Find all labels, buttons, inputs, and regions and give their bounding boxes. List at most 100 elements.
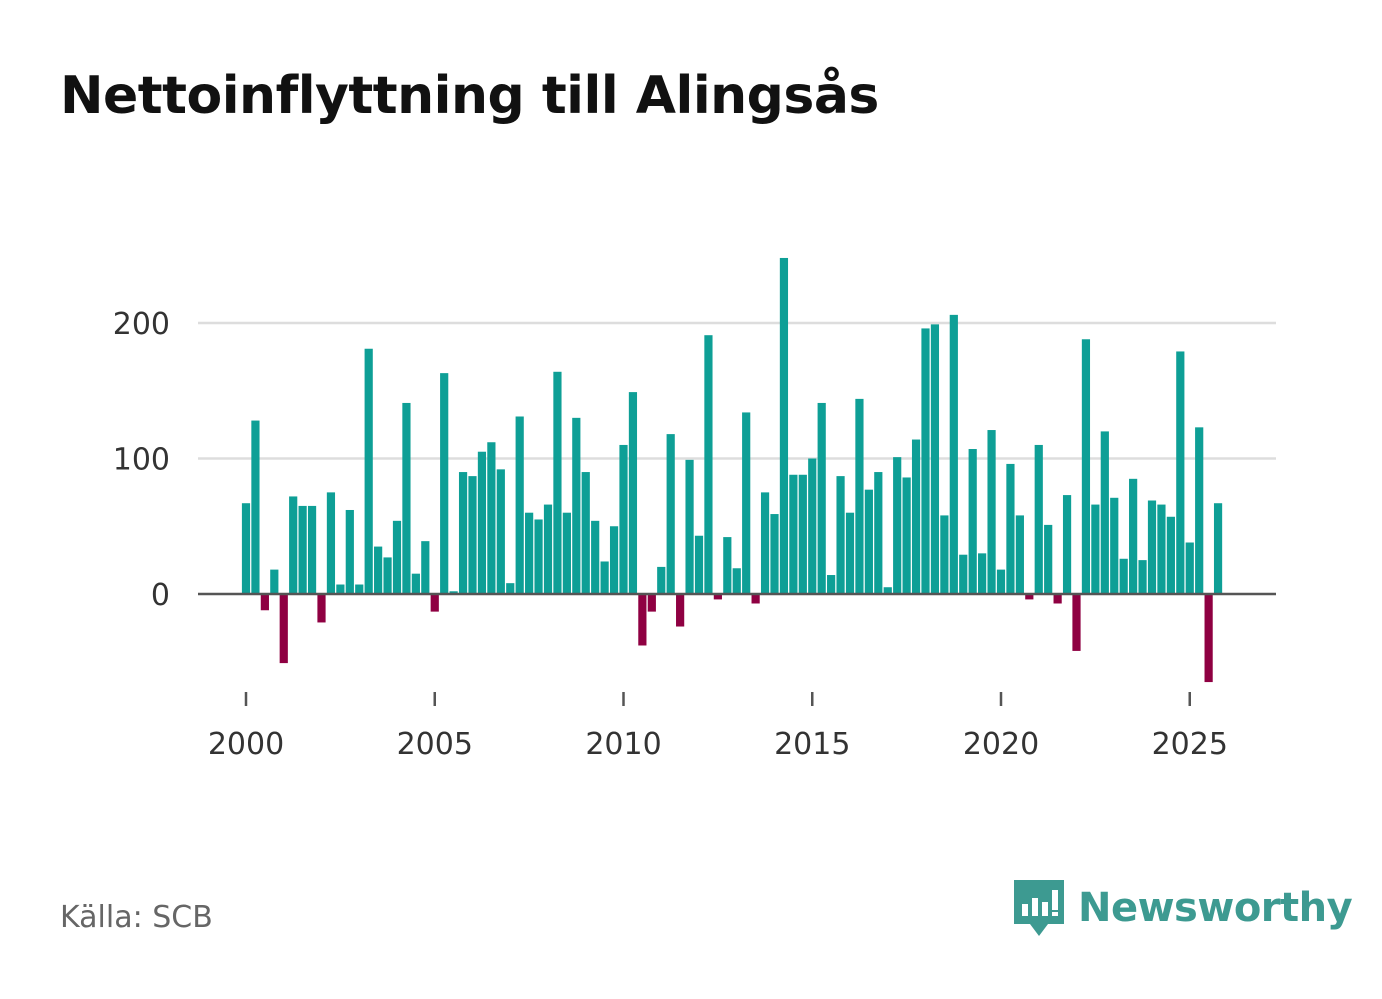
bar xyxy=(713,594,722,600)
bar xyxy=(789,474,798,594)
bar xyxy=(1119,558,1128,594)
bar xyxy=(930,324,940,594)
bar xyxy=(392,520,402,594)
bar xyxy=(1185,542,1194,594)
brand-name: Newsworthy xyxy=(1078,885,1353,931)
bar xyxy=(770,514,779,594)
gridlines xyxy=(198,321,1276,460)
bar xyxy=(543,504,553,594)
x-tick-label: 2010 xyxy=(585,727,661,762)
bar xyxy=(374,546,383,594)
bar xyxy=(317,594,326,623)
bar xyxy=(383,557,392,594)
x-tick-label: 2015 xyxy=(774,727,850,762)
chart-title: Nettoinflyttning till Alingsås xyxy=(60,66,879,126)
bar xyxy=(525,512,534,594)
x-tick-label: 2020 xyxy=(963,727,1039,762)
bar xyxy=(364,348,373,594)
bar xyxy=(1053,594,1062,604)
y-tick-label: 200 xyxy=(113,307,170,342)
bar xyxy=(1100,431,1109,594)
bar xyxy=(355,584,364,594)
bar xyxy=(477,451,487,594)
bar xyxy=(581,472,590,594)
bar xyxy=(487,442,496,594)
bar xyxy=(458,472,468,594)
bar xyxy=(827,575,836,594)
bar xyxy=(600,561,609,594)
newsworthy-logo-icon xyxy=(1014,880,1064,936)
bar xyxy=(402,402,411,594)
x-tick-label: 2000 xyxy=(208,727,284,762)
bar xyxy=(1157,504,1166,594)
bar xyxy=(1213,503,1223,594)
bar xyxy=(572,417,581,594)
bar xyxy=(987,430,996,594)
bar xyxy=(798,474,807,594)
bar xyxy=(553,371,562,594)
bar xyxy=(836,476,845,594)
brand-logo[interactable]: Newsworthy xyxy=(1010,876,1353,940)
bar xyxy=(289,496,298,594)
bar xyxy=(270,569,279,594)
bar xyxy=(742,412,751,594)
bar xyxy=(666,434,675,594)
bar xyxy=(1006,463,1015,594)
bar xyxy=(251,420,260,594)
bar xyxy=(968,449,977,594)
bar xyxy=(732,568,741,594)
bar xyxy=(751,594,760,604)
bar xyxy=(996,569,1006,594)
bar xyxy=(468,476,477,594)
bar xyxy=(591,520,600,594)
bar xyxy=(430,594,439,612)
bar xyxy=(1015,515,1024,594)
bar xyxy=(1062,495,1072,594)
bar xyxy=(864,489,873,594)
bar xyxy=(279,594,288,664)
x-tick-label: 2005 xyxy=(397,727,473,762)
y-tick-label: 0 xyxy=(151,578,170,613)
bar xyxy=(1081,339,1091,594)
bar xyxy=(326,492,336,594)
bar xyxy=(883,587,892,594)
bar xyxy=(893,457,902,594)
axes: 0 100 200 2000 2005 2010 2015 2020 2025 xyxy=(113,307,1276,762)
bar xyxy=(619,444,628,594)
bar xyxy=(1176,351,1185,594)
bar xyxy=(496,469,505,594)
bar xyxy=(449,591,458,594)
bar xyxy=(902,477,911,594)
bar xyxy=(855,398,864,594)
bar xyxy=(1147,500,1157,594)
bar xyxy=(307,505,317,594)
bar xyxy=(657,566,666,594)
bar xyxy=(1025,594,1034,600)
bar xyxy=(874,472,883,594)
bar xyxy=(1204,594,1213,683)
bar xyxy=(978,553,987,594)
bar xyxy=(949,314,958,594)
bar xyxy=(685,459,694,594)
bar xyxy=(1129,478,1138,594)
bar xyxy=(515,416,524,594)
bar xyxy=(1034,444,1043,594)
y-tick-label: 100 xyxy=(113,443,170,478)
bar xyxy=(704,335,713,594)
bar xyxy=(1110,497,1119,594)
bar xyxy=(808,458,817,594)
bar xyxy=(694,535,704,594)
bar xyxy=(1072,594,1081,651)
bar xyxy=(760,492,770,594)
bar xyxy=(336,584,345,594)
bar xyxy=(845,512,855,594)
bar xyxy=(1044,524,1053,594)
source-credit: Källa: SCB xyxy=(60,900,213,935)
bar xyxy=(959,554,968,594)
bar xyxy=(534,519,543,594)
bar xyxy=(628,392,638,594)
bar xyxy=(609,526,619,594)
bar xyxy=(411,573,420,594)
bar xyxy=(940,515,949,594)
bar xyxy=(723,537,732,594)
